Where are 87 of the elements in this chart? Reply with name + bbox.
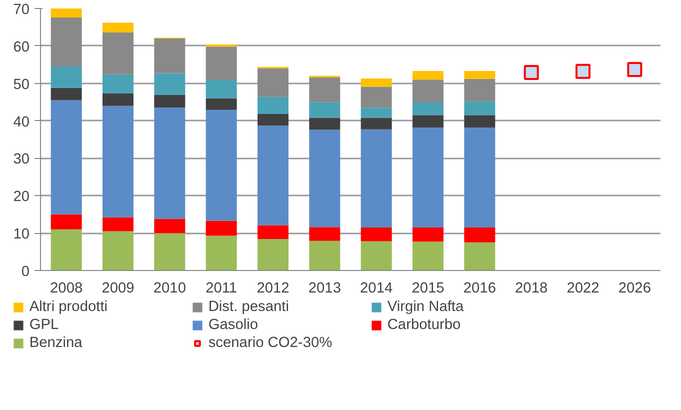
bar <box>464 101 496 116</box>
x-tick-label: 2013 <box>308 280 341 296</box>
bar <box>102 106 134 218</box>
bar <box>309 240 340 270</box>
bar <box>154 94 186 108</box>
bar <box>154 38 186 74</box>
bar <box>309 227 340 241</box>
legend-label: Virgin Nafta <box>387 299 465 315</box>
bar <box>309 77 340 102</box>
y-tick-label: 10 <box>13 226 30 243</box>
bar <box>464 227 496 242</box>
y-tick-label: 20 <box>13 189 30 206</box>
bar <box>50 66 82 88</box>
bar <box>50 17 82 67</box>
x-tick-label: 2016 <box>463 280 496 296</box>
bar <box>206 80 237 98</box>
bar <box>412 80 444 102</box>
bar <box>360 227 392 242</box>
x-tick-label: 2026 <box>618 280 651 296</box>
bar <box>464 128 496 228</box>
y-tick-label: 60 <box>13 39 30 56</box>
bar <box>309 118 340 130</box>
bar <box>258 114 288 126</box>
bar <box>464 115 496 128</box>
x-tick-label: 2009 <box>102 280 134 296</box>
bar <box>464 71 496 79</box>
x-tick-label: 2011 <box>206 280 238 296</box>
bar <box>154 233 186 270</box>
bar <box>102 231 134 270</box>
bar <box>360 118 392 130</box>
bar <box>50 8 82 18</box>
bar <box>154 108 186 219</box>
legend-label: scenario CO2-30% <box>208 335 334 351</box>
bar <box>258 68 288 97</box>
bar <box>258 96 288 114</box>
bar <box>50 88 82 100</box>
bar <box>206 98 237 110</box>
legend-label: Gasolio <box>208 317 260 333</box>
bar <box>206 46 237 80</box>
bar <box>258 239 288 270</box>
x-tick-label: 2010 <box>153 280 186 296</box>
bar <box>412 71 444 80</box>
bar <box>412 102 444 116</box>
bar <box>412 115 444 128</box>
bar <box>50 214 82 230</box>
x-tick-label: 2018 <box>515 280 548 296</box>
bar <box>258 225 288 240</box>
bar <box>154 218 186 234</box>
legend-label: Carboturbo <box>387 317 462 333</box>
bar <box>412 227 444 242</box>
bar <box>50 229 82 270</box>
bar <box>464 242 496 270</box>
x-tick-label: 2015 <box>412 280 444 296</box>
y-tick-label: 30 <box>13 152 30 168</box>
y-tick-label: 70 <box>13 2 30 18</box>
bar <box>102 74 134 94</box>
y-tick-label: 50 <box>13 76 30 93</box>
bar <box>360 108 392 118</box>
x-tick-label: 2014 <box>360 280 393 296</box>
legend-label: Dist. pesanti <box>208 299 290 315</box>
bar <box>102 217 134 232</box>
bar <box>102 93 134 106</box>
x-tick-label: 2022 <box>566 280 600 296</box>
bar <box>412 242 444 270</box>
x-tick-label: 2008 <box>50 280 83 296</box>
legend-label: Benzina <box>29 335 84 351</box>
bar <box>102 22 134 32</box>
bar <box>360 78 392 87</box>
bar <box>206 110 237 221</box>
bar <box>360 86 392 108</box>
bar <box>206 220 237 236</box>
bar <box>102 32 134 74</box>
x-tick-label: 2012 <box>256 280 290 296</box>
legend-label: GPL <box>29 317 60 333</box>
bar <box>309 102 340 118</box>
bar <box>258 126 288 226</box>
y-tick-label: 0 <box>21 264 30 280</box>
bar <box>309 130 340 228</box>
legend-label: Altri prodotti <box>29 299 109 315</box>
bar <box>154 73 186 95</box>
bar <box>412 128 444 228</box>
y-tick-label: 40 <box>13 114 30 130</box>
bar <box>206 236 237 270</box>
bar <box>360 241 392 270</box>
bar <box>464 78 496 102</box>
bar <box>360 129 392 228</box>
bar <box>50 100 82 214</box>
